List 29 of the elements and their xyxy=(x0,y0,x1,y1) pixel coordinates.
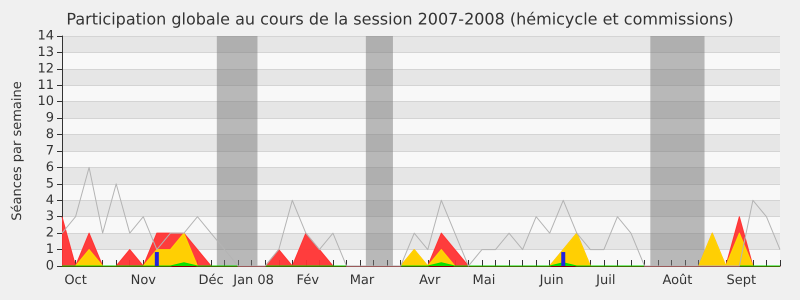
y-tick-label: 12 xyxy=(37,61,54,76)
x-tick-label: Jan 08 xyxy=(232,273,274,288)
y-tick-label: 3 xyxy=(46,209,54,224)
y-tick-label: 10 xyxy=(37,94,54,110)
y-tick-label: 2 xyxy=(46,226,54,241)
x-tick-label: Avr xyxy=(419,273,441,288)
y-tick-label: 8 xyxy=(46,127,54,142)
chart-title: Participation globale au cours de la session 2007-2008 (hémicycle et commissions) xyxy=(66,10,734,28)
x-tick-label: Mar xyxy=(350,273,375,288)
y-tick-label: 7 xyxy=(46,144,54,158)
y-tick-label: 5 xyxy=(46,176,54,192)
y-tick-label: 11 xyxy=(37,78,54,93)
y-tick-label: 4 xyxy=(46,192,54,208)
y-tick-label: 1 xyxy=(46,242,54,258)
y-tick-label: 13 xyxy=(37,44,54,60)
x-tick-label: Oct xyxy=(64,273,87,288)
x-tick-label: Fév xyxy=(296,273,320,288)
x-tick-label: Août xyxy=(662,273,692,288)
x-tick-label: Nov xyxy=(130,273,156,288)
y-tick-label: 9 xyxy=(46,110,54,126)
y-axis-title: Séances par semaine xyxy=(10,81,25,221)
x-tick-label: Mai xyxy=(472,273,496,288)
x-tick-label: Juin xyxy=(538,273,564,288)
y-tick-label: 0 xyxy=(46,258,54,274)
y-tick-label: 14 xyxy=(37,28,54,44)
y-tick-label: 6 xyxy=(46,160,54,175)
x-tick-label: Déc xyxy=(198,273,224,288)
x-tick-label: Sept xyxy=(726,273,756,288)
x-tick-label: Juil xyxy=(595,273,616,288)
